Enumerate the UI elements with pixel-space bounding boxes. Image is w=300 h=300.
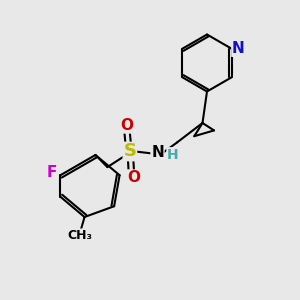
Text: O: O [120, 118, 134, 133]
Text: H: H [167, 148, 178, 162]
Text: O: O [127, 170, 140, 185]
Text: N: N [151, 145, 164, 160]
Text: F: F [47, 165, 57, 180]
Text: N: N [232, 41, 245, 56]
Text: S: S [123, 142, 136, 160]
Text: CH₃: CH₃ [67, 229, 92, 242]
